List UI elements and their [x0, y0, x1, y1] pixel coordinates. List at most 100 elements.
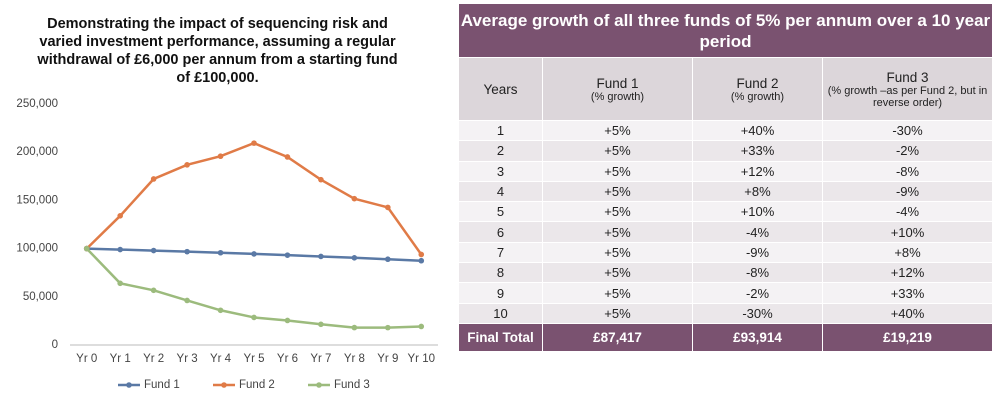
x-tick-label: Yr 0: [76, 353, 97, 365]
x-tick-label: Yr 2: [143, 353, 164, 365]
point: [318, 321, 324, 328]
column-note: (% growth –as per Fund 2, but in reverse…: [827, 84, 988, 109]
chart: 0 50,000 100,000 150,000 200,000 250,000 Yr 0 Y…: [16, 98, 438, 391]
y-tick-label: 150,000: [16, 194, 58, 206]
point: [351, 255, 358, 261]
legend-label: Fund 3: [334, 379, 370, 391]
y-tick-label: 250,000: [16, 98, 58, 110]
y-tick-label: 200,000: [16, 146, 58, 158]
table-row: 3 +5% +12% -8%: [458, 160, 994, 182]
table-cell: +5%: [542, 140, 693, 162]
column-header: Fund 1 (% growth): [542, 57, 693, 121]
point: [418, 251, 425, 258]
point: [217, 249, 224, 256]
column-note: (% growth): [730, 90, 785, 103]
point: [418, 323, 425, 330]
header-row: Years Fund 1 (% growth) Fund 2 (% growth) Fun…: [458, 57, 994, 121]
legend-marker: [221, 382, 227, 388]
table-row: 8 +5% -8% +12%: [458, 262, 994, 284]
table-cell: -9%: [692, 241, 823, 264]
point: [251, 314, 257, 321]
table-cell: 9: [458, 282, 543, 304]
point: [217, 307, 224, 314]
point: [351, 324, 358, 331]
table-cell: -8%: [821, 160, 994, 182]
table-cell: -2%: [692, 282, 823, 304]
table-cell: 4: [458, 180, 543, 203]
table-cell: +33%: [821, 282, 994, 304]
title-row: Average growth of all three funds of 5% …: [457, 3, 994, 58]
point: [251, 251, 257, 257]
table-cell: +5%: [542, 201, 693, 223]
series-line: [85, 141, 423, 256]
point: [150, 287, 157, 294]
point: [284, 154, 291, 160]
table-row: 1 +5% +40% -30%: [458, 119, 994, 142]
table-cell: 3: [458, 160, 543, 182]
y-tick-label: 0: [52, 339, 58, 351]
table-cell: +33%: [692, 140, 823, 162]
table-cell: -9%: [821, 180, 994, 203]
x-tick-label: Yr 3: [177, 353, 198, 365]
total-cell: Final Total: [458, 322, 543, 352]
table-cell: -30%: [821, 119, 994, 142]
table-cell: 5: [458, 201, 543, 223]
point: [117, 213, 123, 219]
table-row: 6 +5% -4% +10%: [458, 221, 994, 243]
table-cell: 2: [458, 140, 543, 162]
column-note: (% growth): [590, 90, 645, 103]
x-tick-label: Yr 8: [344, 353, 365, 365]
point: [385, 256, 391, 263]
point: [284, 317, 291, 324]
table-cell: -8%: [692, 262, 823, 284]
column-name: Fund 2: [736, 75, 779, 91]
table-cell: 8: [458, 262, 543, 284]
point: [284, 252, 291, 258]
table-cell: 10: [458, 302, 543, 324]
point: [351, 195, 358, 202]
point: [318, 176, 324, 183]
column-name: Fund 3: [886, 69, 929, 85]
column-name: Fund 1: [596, 75, 639, 91]
legend-label: Fund 2: [239, 379, 275, 391]
table-cell: 6: [458, 221, 543, 243]
total-cell: £93,914: [692, 322, 823, 352]
table-cell: +5%: [542, 262, 693, 284]
point: [385, 204, 391, 211]
table-cell: +5%: [542, 241, 693, 264]
x-tick-label: Yr 10: [408, 353, 436, 365]
table-cell: +10%: [821, 221, 994, 243]
point: [385, 324, 391, 331]
point: [217, 153, 224, 160]
table-cell: +12%: [692, 160, 823, 182]
point: [117, 280, 123, 287]
x-tick-label: Yr 6: [277, 353, 298, 365]
point: [184, 297, 190, 304]
table-row: 4 +5% +8% -9%: [458, 180, 994, 203]
y-tick-label: 100,000: [16, 243, 58, 255]
table-cell: 7: [458, 241, 543, 264]
x-tick-label: Yr 7: [310, 353, 331, 365]
table-cell: -4%: [692, 221, 823, 243]
column-name: Years: [483, 81, 518, 97]
table-row: 5 +5% +10% -4%: [458, 201, 994, 223]
total-row: Final Total £87,417 £93,914 £19,219: [458, 322, 994, 352]
table-cell: +8%: [692, 180, 823, 203]
table-row: 2 +5% +33% -2%: [458, 140, 994, 162]
table-cell: 1: [458, 119, 543, 142]
column-header: Years: [458, 57, 543, 121]
x-tick-label: Yr 5: [243, 353, 264, 365]
x-tick-label: Yr 1: [110, 353, 131, 365]
point: [117, 246, 123, 253]
table-cell: +40%: [692, 119, 823, 142]
point: [150, 247, 157, 254]
column-header: Fund 3 (% growth –as per Fund 2, but in r…: [821, 57, 994, 121]
point: [150, 176, 157, 182]
point: [184, 248, 190, 255]
table-title: Average growth of all three funds of 5% …: [457, 3, 994, 58]
table-row: 9 +5% -2% +33%: [458, 282, 994, 304]
point: [251, 140, 257, 146]
legend-marker: [126, 382, 132, 388]
table-row: 7 +5% -9% +8%: [458, 241, 994, 264]
